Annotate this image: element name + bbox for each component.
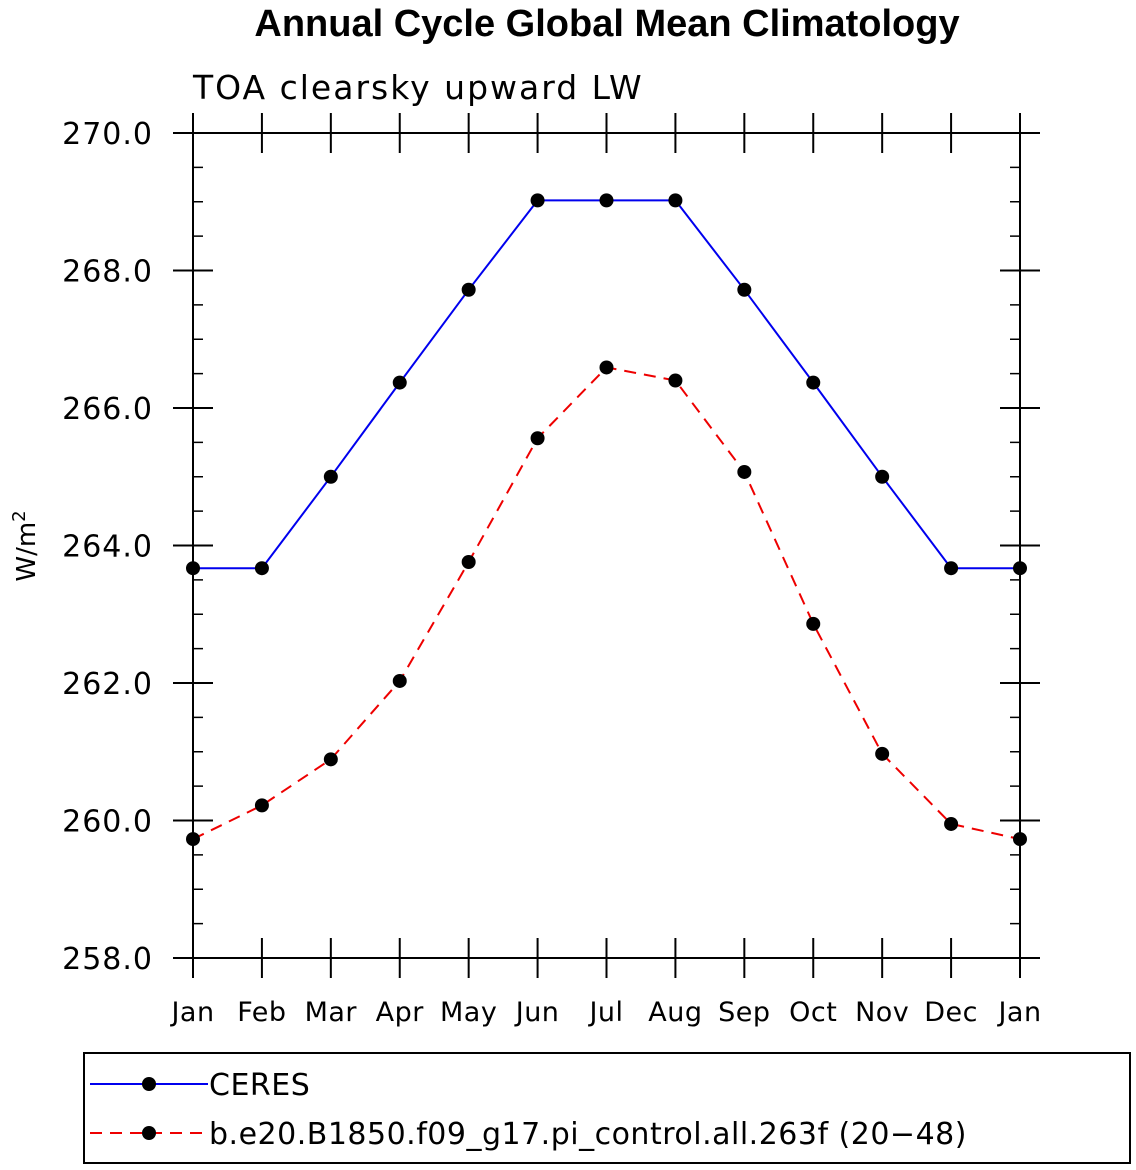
data-point-series-0 xyxy=(461,282,476,297)
data-point-series-1 xyxy=(254,798,269,813)
legend-item-model: b.e20.B1850.f09_g17.pi_control.all.263f … xyxy=(90,1117,967,1152)
legend-box xyxy=(83,1052,1131,1164)
series-lines xyxy=(192,199,1021,841)
y-tick-label: 258.0 xyxy=(62,942,153,977)
data-point-series-0 xyxy=(392,375,407,390)
x-tick-label: Jan xyxy=(169,997,214,1028)
data-point-series-1 xyxy=(599,360,614,375)
legend-item-ceres: CERES xyxy=(90,1068,310,1103)
data-point-series-0 xyxy=(737,282,752,297)
x-tick-label: Feb xyxy=(237,997,286,1028)
x-tick-label: Aug xyxy=(648,997,702,1028)
y-tick-label: 264.0 xyxy=(62,530,153,565)
x-tick-label: Nov xyxy=(855,997,909,1028)
data-point-series-1 xyxy=(392,673,407,688)
data-point-series-0 xyxy=(875,469,890,484)
y-axis-label-base: W/m xyxy=(12,522,42,582)
x-tick-label: Jan xyxy=(996,997,1041,1028)
legend-marker-model xyxy=(142,1126,156,1140)
data-point-series-0 xyxy=(186,561,200,576)
axis-ticks xyxy=(173,113,1040,978)
y-tick-labels: 258.0 260.0 262.0 264.0 266.0 268.0 270.0 xyxy=(62,117,153,977)
data-point-series-0 xyxy=(254,561,269,576)
data-point-series-1 xyxy=(944,816,959,831)
y-axis-label: W/m2 xyxy=(9,510,42,581)
legend-marker-ceres xyxy=(142,1077,156,1091)
data-point-series-0 xyxy=(944,561,959,576)
series-line-0 xyxy=(193,199,1020,570)
data-point-series-0 xyxy=(1013,561,1027,576)
x-tick-label: Oct xyxy=(789,997,837,1028)
data-point-series-0 xyxy=(599,193,614,208)
x-tick-label: Mar xyxy=(305,997,358,1028)
data-point-series-1 xyxy=(186,832,200,847)
x-tick-label: Apr xyxy=(376,997,425,1028)
data-point-series-1 xyxy=(1013,832,1027,847)
legend-label-model: b.e20.B1850.f09_g17.pi_control.all.263f … xyxy=(209,1117,967,1152)
y-tick-label: 262.0 xyxy=(62,667,153,702)
svg-text:W/m2: W/m2 xyxy=(9,510,42,581)
data-point-series-1 xyxy=(668,373,683,388)
x-tick-label: Dec xyxy=(924,997,978,1028)
chart-subtitle: TOA clearsky upward LW xyxy=(192,68,644,107)
x-tick-label: Jul xyxy=(587,997,623,1028)
x-tick-label: May xyxy=(440,997,497,1028)
data-point-series-1 xyxy=(806,616,821,631)
y-axis-label-superscript: 2 xyxy=(9,510,30,521)
data-point-series-0 xyxy=(668,193,683,208)
y-tick-label: 260.0 xyxy=(62,805,153,840)
data-point-series-1 xyxy=(737,464,752,479)
data-point-series-1 xyxy=(530,431,545,446)
series-line-1 xyxy=(192,366,1021,841)
y-tick-label: 266.0 xyxy=(62,392,153,427)
data-point-series-1 xyxy=(323,752,338,767)
y-tick-label: 270.0 xyxy=(62,117,153,152)
data-point-series-1 xyxy=(875,746,890,761)
x-tick-label: Sep xyxy=(718,997,770,1028)
legend-label-ceres: CERES xyxy=(209,1068,310,1103)
chart-title: Annual Cycle Global Mean Climatology xyxy=(254,3,959,45)
y-tick-label: 268.0 xyxy=(62,255,153,290)
x-tick-labels: Jan Feb Mar Apr May Jun Jul Aug Sep Oct Nov Dec Jan xyxy=(169,997,1041,1028)
data-point-series-0 xyxy=(806,375,821,390)
plot-frame xyxy=(192,132,1021,959)
series-markers xyxy=(186,193,1027,847)
x-tick-label: Jun xyxy=(514,997,560,1028)
data-point-series-0 xyxy=(323,469,338,484)
data-point-series-1 xyxy=(461,555,476,569)
data-point-series-0 xyxy=(530,193,545,208)
